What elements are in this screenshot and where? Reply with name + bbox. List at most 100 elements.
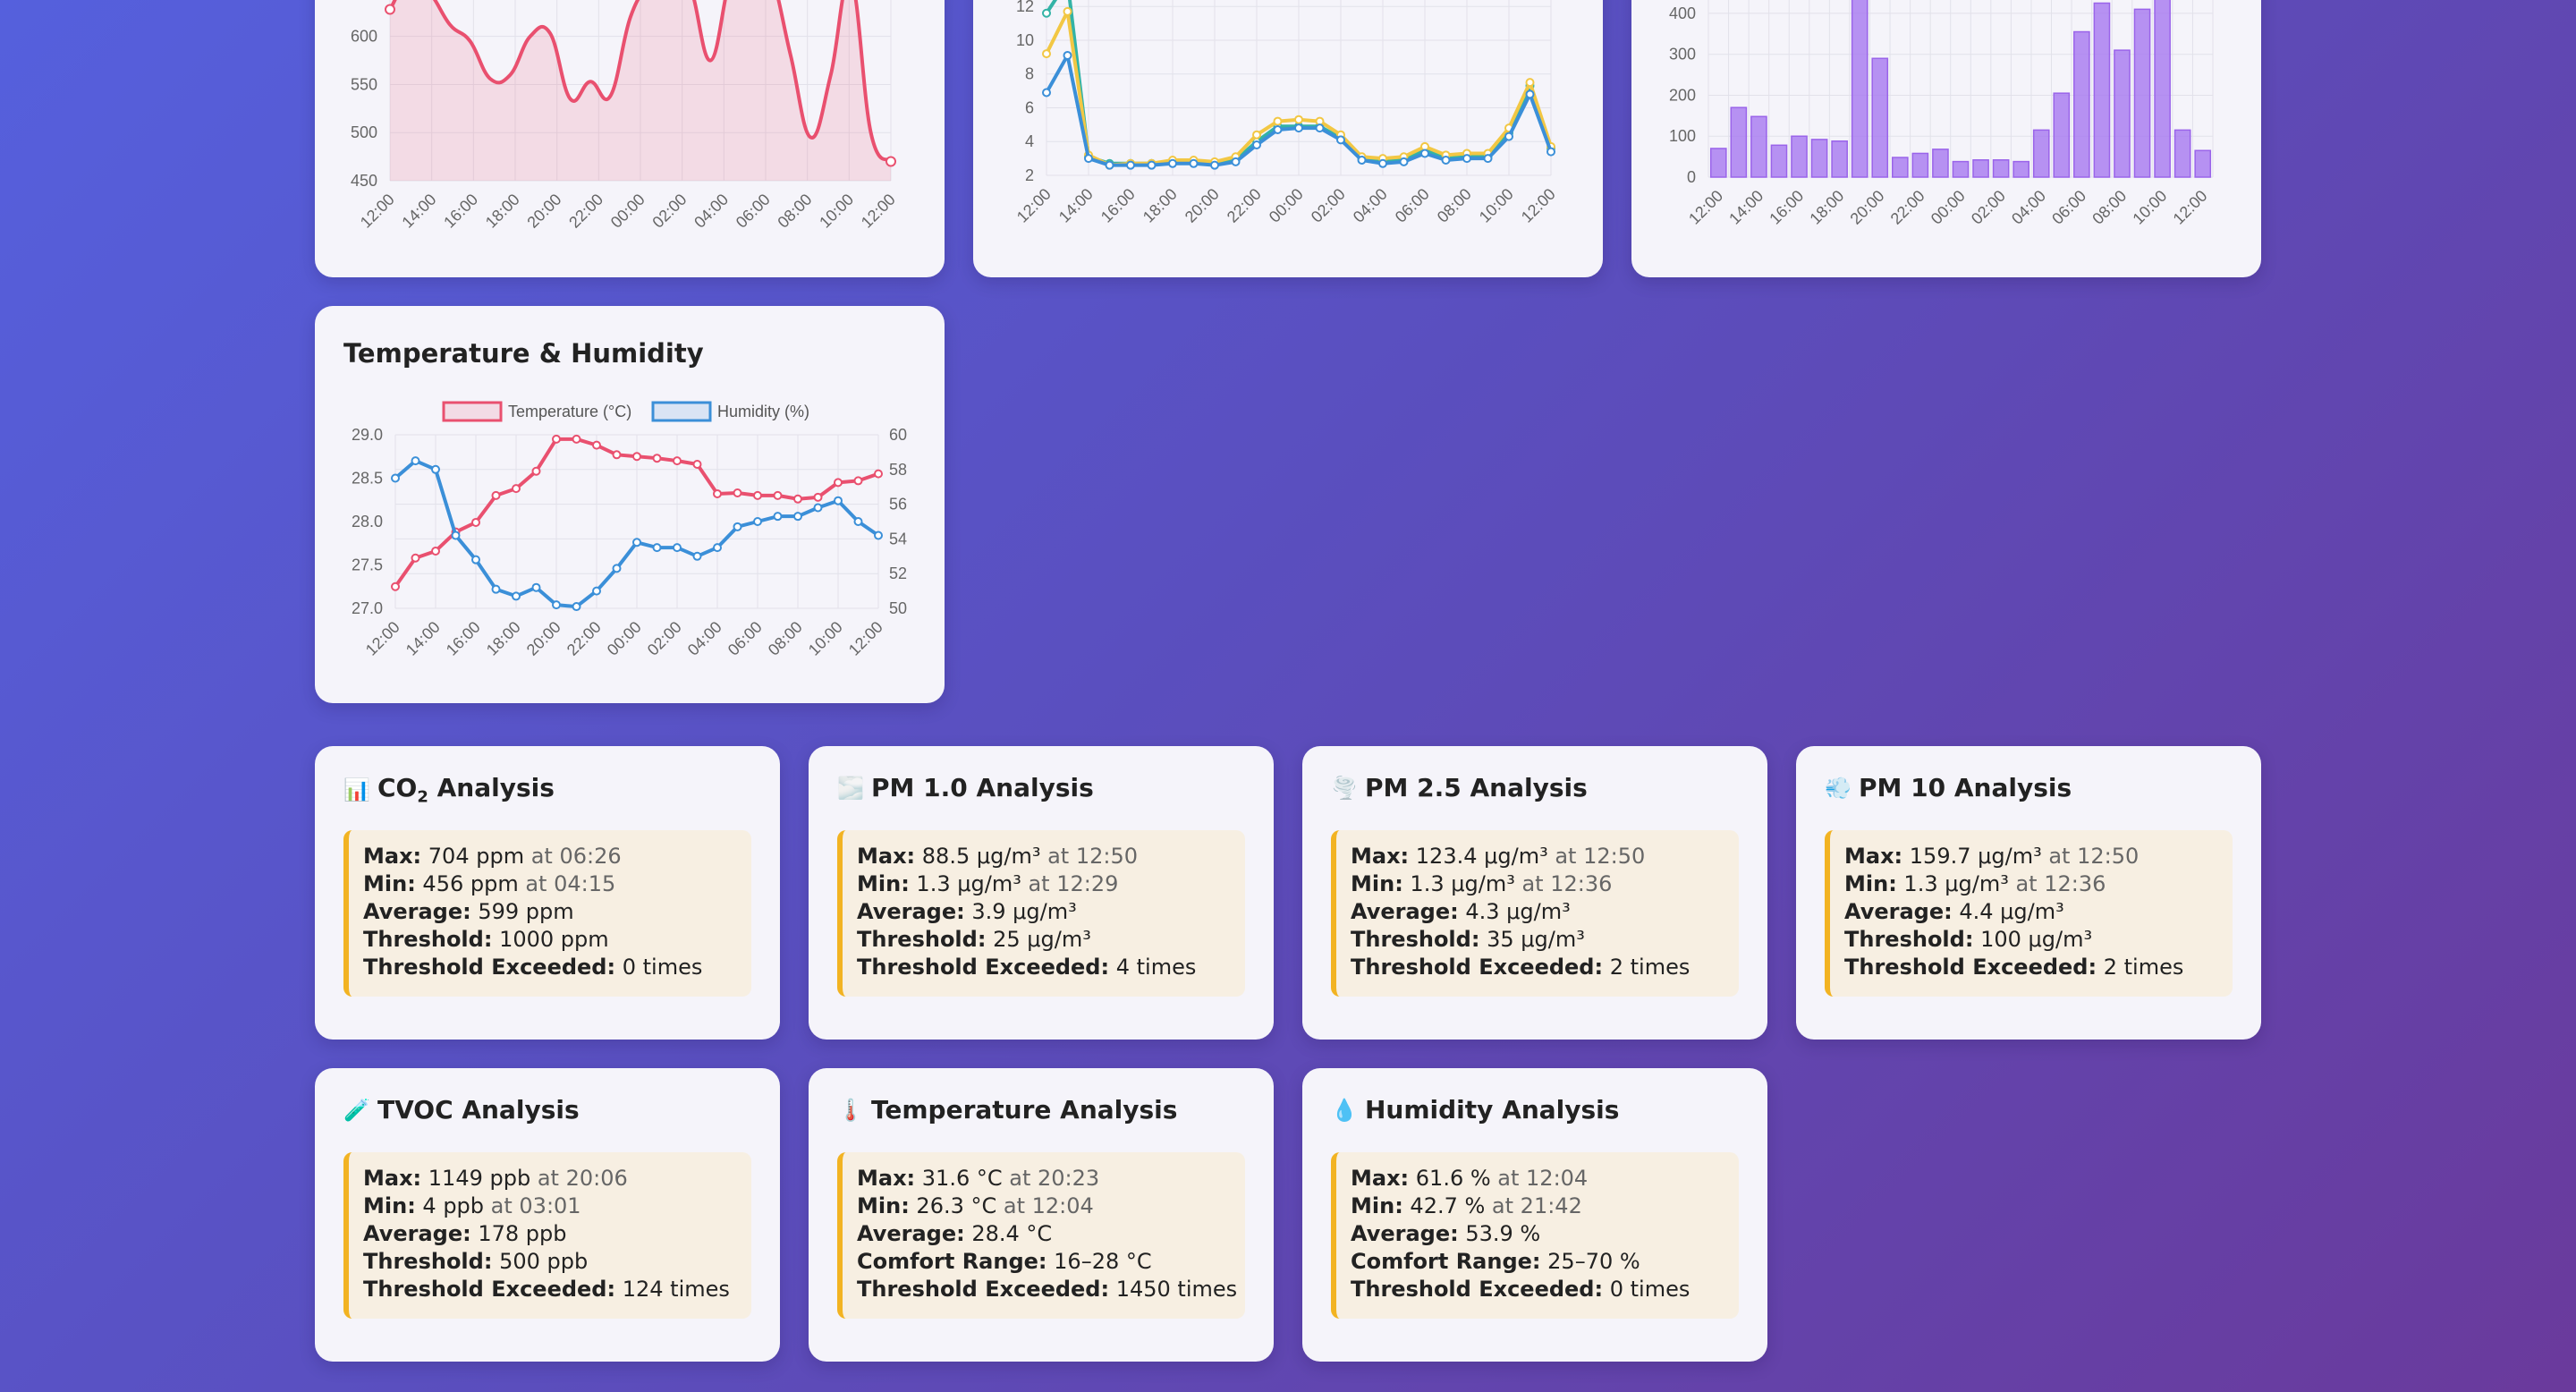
tvoc-bar (2175, 130, 2190, 177)
analysis-stats-box: Max: 123.4 μg/m³ at 12:50 Min: 1.3 μg/m³ … (1331, 830, 1739, 997)
stat-label: Threshold Exceeded: (363, 955, 615, 980)
y-right-tick-label: 56 (889, 496, 907, 514)
x-tick-label: 16:00 (443, 618, 484, 659)
stat-row: Max: 1149 ppb at 20:06 (363, 1165, 751, 1193)
humidity-point (472, 556, 479, 564)
analysis-card-title: 🌡️ Temperature Analysis (837, 1095, 1177, 1125)
stat-label: Min: (363, 871, 416, 896)
stat-value: 25–70 % (1541, 1249, 1640, 1274)
stat-timestamp: at 20:06 (530, 1166, 628, 1191)
pm-point (1127, 162, 1134, 169)
humidity-point (855, 518, 862, 525)
analysis-icon: 📊 (343, 777, 369, 802)
x-tick-label: 10:00 (805, 618, 846, 659)
x-tick-label: 10:00 (1476, 185, 1517, 226)
stat-value: 124 times (615, 1277, 730, 1302)
stat-label: Average: (363, 899, 471, 924)
analysis-title-text: Temperature Analysis (871, 1095, 1177, 1125)
analysis-card: 🌡️ Temperature Analysis Max: 31.6 °C at 20… (809, 1068, 1274, 1362)
y-tick-label: 400 (1669, 4, 1696, 22)
x-tick-label: 16:00 (1097, 185, 1139, 226)
analysis-card: 💧 Humidity Analysis Max: 61.6 % at 12:04 Mi… (1302, 1068, 1767, 1362)
analysis-title-main: Humidity Analysis (1365, 1095, 1619, 1125)
y-left-tick-label: 27.0 (352, 599, 383, 617)
temperature-point (593, 442, 600, 449)
temperature-point (714, 490, 721, 497)
stat-timestamp: at 03:01 (484, 1193, 581, 1218)
stat-label: Max: (1351, 844, 1409, 869)
analysis-icon: 🌡️ (837, 1098, 862, 1123)
pm-chart: 246810121412:0014:0016:0018:0020:0022:00… (973, 0, 1603, 277)
x-tick-label: 04:00 (691, 191, 732, 232)
x-tick-label: 04:00 (2008, 187, 2049, 228)
temperature-point (835, 479, 842, 486)
x-tick-label: 12:00 (362, 618, 403, 659)
temperature-point (775, 492, 782, 499)
y-tick-label: 12 (1016, 0, 1034, 15)
analysis-stats-box: Max: 159.7 μg/m³ at 12:50 Min: 1.3 μg/m³ … (1825, 830, 2233, 997)
stat-label: Min: (1351, 871, 1403, 896)
stat-value: 28.4 °C (965, 1221, 1052, 1246)
temperature-point (654, 454, 661, 462)
temperature-point (493, 492, 500, 499)
humidity-point (553, 601, 560, 608)
x-tick-label: 14:00 (402, 618, 444, 659)
pm-point (1359, 157, 1366, 164)
humidity-point (654, 544, 661, 551)
stat-value: 4.3 μg/m³ (1459, 899, 1571, 924)
y-tick-label: 10 (1016, 31, 1034, 49)
analysis-title-text: CO2 Analysis (377, 773, 555, 807)
stat-value: 4 times (1109, 955, 1196, 980)
stat-row: Average: 53.9 % (1351, 1220, 1739, 1248)
y-left-tick-label: 29.0 (352, 426, 383, 444)
tvoc-bar (1912, 153, 1928, 177)
stat-label: Threshold Exceeded: (857, 1277, 1109, 1302)
tvoc-bar (1751, 116, 1767, 177)
stat-value: 599 ppm (471, 899, 574, 924)
pm-point (1379, 160, 1386, 167)
pm-point (1169, 160, 1176, 167)
pm-point (1064, 52, 1072, 59)
humidity-point (453, 532, 460, 539)
stat-label: Threshold Exceeded: (363, 1277, 615, 1302)
x-tick-label: 12:00 (357, 191, 398, 232)
analysis-stats-box: Max: 1149 ppb at 20:06 Min: 4 ppb at 03:0… (343, 1152, 751, 1319)
stat-value: 1450 times (1109, 1277, 1237, 1302)
stat-timestamp: at 04:15 (519, 871, 616, 896)
temperature-point (513, 485, 520, 492)
humidity-point (714, 544, 721, 551)
x-tick-label: 04:00 (684, 618, 725, 659)
temperature-point (754, 492, 761, 499)
y-tick-label: 8 (1025, 65, 1034, 83)
stat-row: Threshold Exceeded: 0 times (1351, 1276, 1739, 1303)
x-tick-label: 06:00 (2048, 187, 2089, 228)
stat-label: Threshold: (363, 927, 492, 952)
y-right-tick-label: 54 (889, 530, 907, 547)
x-tick-label: 14:00 (399, 191, 440, 232)
stat-row: Min: 1.3 μg/m³ at 12:36 (1351, 870, 1739, 898)
y-tick-label: 6 (1025, 98, 1034, 116)
temperature-point (734, 489, 741, 497)
stat-row: Threshold: 100 μg/m³ (1844, 926, 2233, 954)
humidity-point (875, 532, 882, 539)
humidity-point (533, 584, 540, 591)
analysis-card-title: 🧪 TVOC Analysis (343, 1095, 580, 1125)
x-tick-label: 08:00 (775, 191, 816, 232)
analysis-title-main: PM 1.0 Analysis (871, 773, 1094, 802)
pm-point (1191, 160, 1198, 167)
pm-point (1527, 90, 1534, 98)
tvoc-bar (2094, 3, 2109, 177)
x-tick-label: 06:00 (1392, 185, 1433, 226)
x-tick-label: 22:00 (1887, 187, 1928, 228)
x-tick-label: 20:00 (524, 191, 565, 232)
x-tick-label: 08:00 (765, 618, 806, 659)
stat-row: Threshold Exceeded: 2 times (1351, 954, 1739, 981)
stat-label: Min: (363, 1193, 416, 1218)
stat-row: Threshold Exceeded: 0 times (363, 954, 751, 981)
tvoc-bar (1893, 157, 1908, 177)
stat-row: Threshold Exceeded: 2 times (1844, 954, 2233, 981)
stat-label: Average: (857, 1221, 965, 1246)
y-tick-label: 0 (1687, 168, 1696, 186)
pm-point (1337, 136, 1344, 143)
analysis-title-text: Humidity Analysis (1365, 1095, 1619, 1125)
